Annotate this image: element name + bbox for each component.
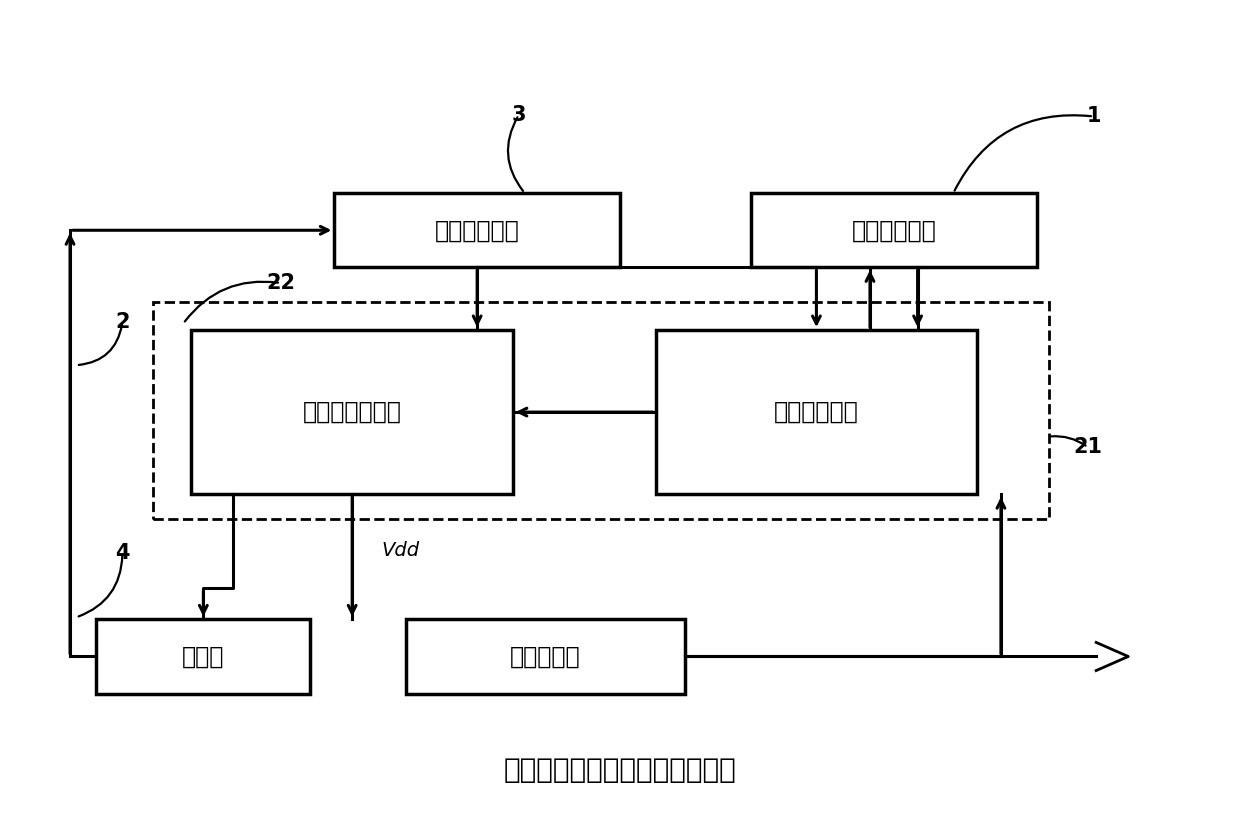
Text: 温度检测模块: 温度检测模块 <box>435 218 520 242</box>
Text: 获取晶体振荡器工作电压的系统: 获取晶体振荡器工作电压的系统 <box>503 755 737 784</box>
Text: 2: 2 <box>115 312 130 332</box>
FancyBboxPatch shape <box>191 330 513 494</box>
Text: Vdd: Vdd <box>382 541 420 560</box>
FancyBboxPatch shape <box>405 619 686 694</box>
Text: 1: 1 <box>1086 106 1101 126</box>
FancyBboxPatch shape <box>335 193 620 267</box>
Text: 21: 21 <box>1074 438 1102 458</box>
Text: 3: 3 <box>512 105 526 125</box>
Text: 寄存器: 寄存器 <box>182 645 224 668</box>
FancyBboxPatch shape <box>751 193 1037 267</box>
Text: 22: 22 <box>267 273 295 293</box>
FancyBboxPatch shape <box>97 619 310 694</box>
FancyBboxPatch shape <box>656 330 977 494</box>
Text: 电压源调节模块: 电压源调节模块 <box>303 400 402 424</box>
Text: 时间检测模块: 时间检测模块 <box>852 218 936 242</box>
Text: 晶体振荡器: 晶体振荡器 <box>511 645 580 668</box>
Text: 4: 4 <box>115 542 130 563</box>
Text: 数字控制模块: 数字控制模块 <box>774 400 859 424</box>
